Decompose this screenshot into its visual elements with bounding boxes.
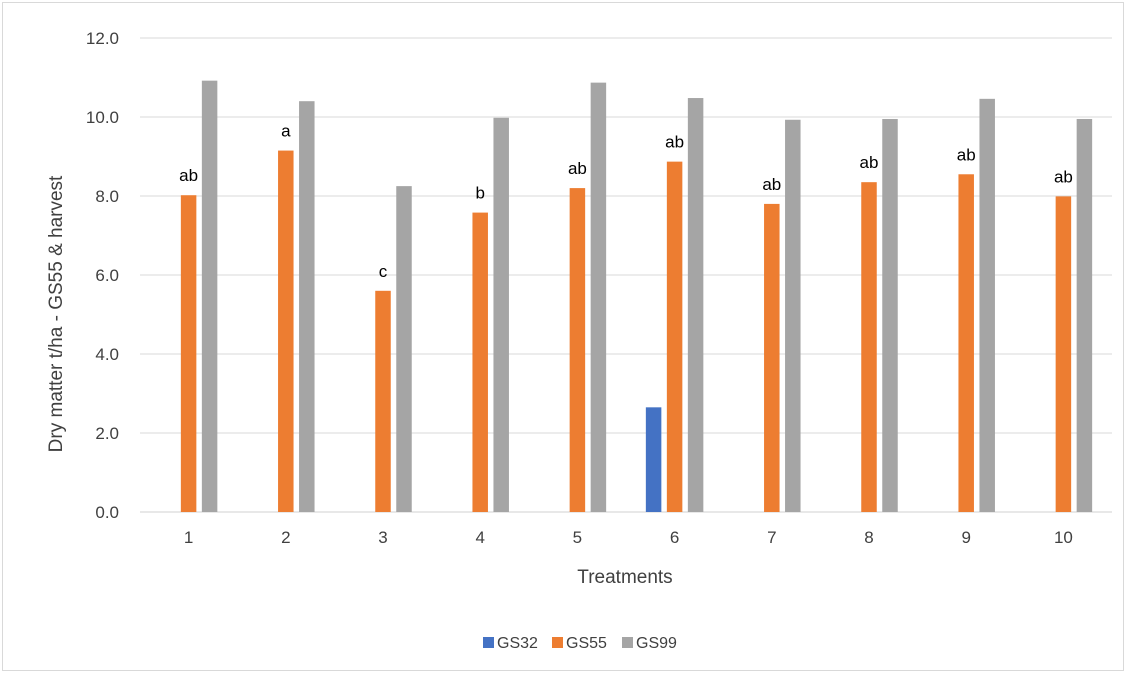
x-axis-tick-labels: 1 2 3 4 5 6 7 8 9 10	[184, 528, 1073, 547]
x-tick-label: 8	[864, 528, 873, 547]
significance-label: ab	[957, 145, 976, 164]
bar-gs55-3	[375, 290, 391, 512]
significance-label: ab	[762, 175, 781, 194]
y-tick-label: 12.0	[86, 29, 119, 48]
bar-gs99-3	[396, 186, 412, 512]
significance-label: b	[475, 184, 484, 203]
y-tick-label: 10.0	[86, 108, 119, 127]
legend: GS32 GS55 GS99	[483, 635, 677, 652]
legend-swatch	[552, 637, 563, 648]
x-tick-label: 1	[184, 528, 193, 547]
x-tick-label: 9	[961, 528, 970, 547]
bar-gs55-8	[861, 182, 877, 513]
x-tick-label: 4	[475, 528, 484, 547]
y-tick-label: 8.0	[95, 187, 119, 206]
y-tick-label: 2.0	[95, 424, 119, 443]
x-tick-label: 6	[670, 528, 679, 547]
bar-gs55-4	[472, 212, 488, 512]
bar-gs99-8	[882, 118, 898, 512]
bar-gs99-1	[201, 80, 218, 512]
y-axis-tick-labels: 0.0 2.0 4.0 6.0 8.0 10.0 12.0	[86, 29, 119, 522]
bar-gs99-10	[1076, 118, 1093, 512]
legend-label: GS55	[566, 635, 607, 652]
x-tick-label: 2	[281, 528, 290, 547]
legend-item-gs55: GS55	[552, 635, 607, 652]
x-tick-label: 5	[573, 528, 582, 547]
legend-swatch	[622, 637, 633, 648]
bar-gs55-2	[278, 150, 294, 512]
y-tick-label: 6.0	[95, 266, 119, 285]
significance-label: ab	[1054, 167, 1073, 186]
x-tick-label: 7	[767, 528, 776, 547]
bar-gs99-5	[590, 82, 607, 512]
bar-gs99-2	[299, 101, 315, 512]
bar-gs99-6	[687, 98, 704, 512]
bar-gs99-4	[493, 117, 509, 512]
significance-label: ab	[665, 133, 684, 152]
legend-label: GS99	[636, 635, 677, 652]
x-tick-label: 3	[378, 528, 387, 547]
bar-gs99-7	[785, 119, 801, 512]
bar-gs55-9	[958, 174, 974, 512]
bar-gs99-9	[979, 98, 995, 512]
bar-gs32-6	[645, 407, 662, 512]
y-tick-label: 0.0	[95, 503, 119, 522]
legend-item-gs99: GS99	[622, 635, 677, 652]
significance-label: ab	[860, 153, 879, 172]
significance-label: ab	[179, 166, 198, 185]
x-axis-title: Treatments	[577, 567, 672, 588]
significance-label: c	[379, 262, 388, 281]
legend-item-gs32: GS32	[483, 635, 538, 652]
bar-gs55-10	[1055, 196, 1072, 512]
bar-gs55-5	[569, 188, 586, 512]
bar-gs55-1	[180, 195, 197, 512]
x-tick-label: 10	[1054, 528, 1073, 547]
legend-label: GS32	[497, 635, 538, 652]
bar-gs55-6	[666, 161, 683, 512]
y-axis-title: Dry matter t/ha - GS55 & harvest	[46, 175, 67, 452]
significance-label: ab	[568, 159, 587, 178]
y-tick-label: 4.0	[95, 345, 119, 364]
bar-gs55-7	[764, 203, 780, 512]
bars	[180, 80, 1093, 513]
significance-labels: ab a c b ab ab ab ab ab ab	[179, 122, 1073, 281]
legend-swatch	[483, 637, 494, 648]
significance-label: a	[281, 122, 291, 141]
